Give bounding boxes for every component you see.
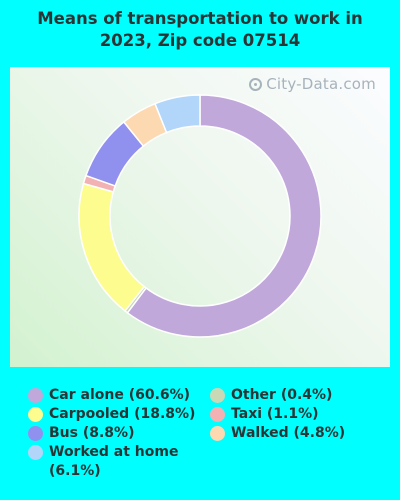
legend-swatch-other — [210, 388, 225, 403]
legend-swatch-car-alone — [28, 388, 43, 403]
legend-label-walked: Walked (4.8%) — [231, 425, 346, 441]
search-icon — [249, 78, 263, 91]
plot-area: City-Data.com — [10, 67, 390, 367]
legend-swatch-taxi — [210, 407, 225, 422]
legend-swatch-walked — [210, 426, 225, 441]
legend-label-carpooled: Carpooled (18.8%) — [49, 406, 196, 422]
legend-label-worked-at-home: Worked at home (6.1%) — [49, 444, 179, 479]
legend-label-bus: Bus (8.8%) — [49, 425, 135, 441]
donut-slice-carpooled — [78, 182, 146, 313]
legend-swatch-worked-at-home — [28, 445, 43, 460]
chart-title: Means of transportation to work in 2023,… — [37, 9, 363, 50]
watermark-text: City-Data.com — [266, 75, 376, 93]
legend: Car alone (60.6%) Carpooled (18.8%) Bus … — [0, 382, 400, 500]
legend-swatch-bus — [28, 426, 43, 441]
legend-label-taxi: Taxi (1.1%) — [231, 406, 319, 422]
donut-chart — [78, 94, 322, 338]
legend-label-car-alone: Car alone (60.6%) — [49, 387, 191, 403]
donut-slice-worked-at-home — [154, 94, 201, 134]
legend-label-other: Other (0.4%) — [231, 387, 333, 403]
donut-slice-car-alone — [126, 94, 322, 338]
legend-swatch-carpooled — [28, 407, 43, 422]
watermark: City-Data.com — [249, 75, 376, 93]
